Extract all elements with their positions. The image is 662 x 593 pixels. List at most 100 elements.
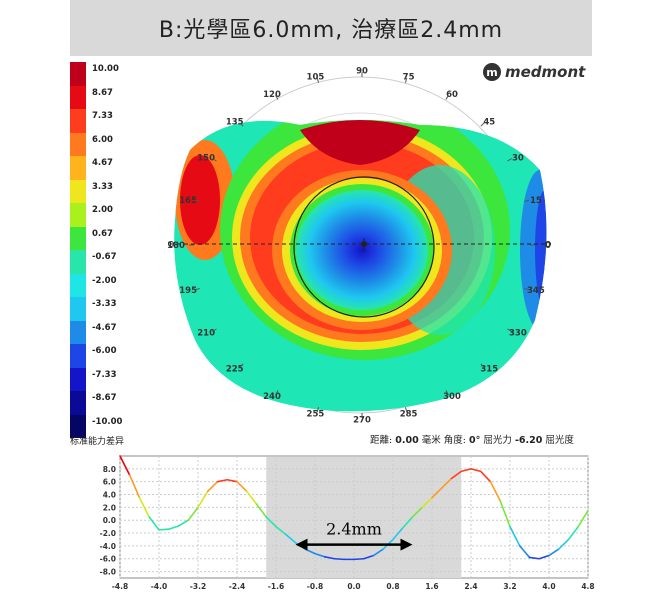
power-value: -6.20 <box>514 435 543 446</box>
profile-segment <box>538 554 550 560</box>
x-tick-label: -1.6 <box>268 582 284 591</box>
profile-segment <box>499 500 511 528</box>
legend-label: -6.00 <box>92 346 117 356</box>
angle-label: 105 <box>307 72 325 82</box>
angle-tick <box>480 363 485 368</box>
x-tick-label: 0.8 <box>386 582 399 591</box>
angle-label: 0 <box>545 241 551 251</box>
x-tick-label: 3.2 <box>503 582 516 591</box>
profile-segment <box>411 506 424 518</box>
profile-segment <box>460 468 472 473</box>
axis-end-left <box>168 241 174 247</box>
color-legend: 10.00 8.67 7.33 6.00 4.67 3.33 2.00 0.67 -0.67 -2… <box>70 62 130 438</box>
legend-entry: 3.33 <box>70 179 130 203</box>
profile-segment <box>148 516 160 531</box>
logo-mark-icon: m <box>483 63 501 81</box>
page-title: B:光學區6.0mm, 治療區2.4mm <box>70 0 592 56</box>
legend-entry: 6.00 <box>70 132 130 156</box>
legend-swatch <box>70 297 86 321</box>
legend-label: 8.67 <box>92 87 113 98</box>
profile-segment <box>206 480 219 493</box>
profile-segment <box>479 470 492 483</box>
angle-tick <box>524 199 530 203</box>
angle-label: 165 <box>179 196 197 206</box>
angle-tick <box>316 407 320 413</box>
legend-entry: -6.00 <box>70 344 130 368</box>
legend-label: -8.67 <box>92 393 117 403</box>
x-tick-label: -4.8 <box>112 582 128 591</box>
profile-segment <box>275 525 287 536</box>
angle-tick <box>239 122 244 127</box>
angle-label: 330 <box>509 328 527 338</box>
profile-segment <box>450 470 463 480</box>
x-tick-label: -2.4 <box>229 582 245 591</box>
legend-label: 2.00 <box>92 205 113 215</box>
angle-label: 210 <box>197 328 215 338</box>
angle-label: 315 <box>480 364 498 374</box>
angle-label: 75 <box>403 72 415 82</box>
profile-segment <box>226 478 238 483</box>
y-tick-label: -6.0 <box>100 555 116 564</box>
angle-tick <box>507 158 513 162</box>
y-tick-label: 6.0 <box>103 478 116 487</box>
axis-end-right <box>545 241 551 247</box>
profile-segment <box>245 490 258 505</box>
angle-label: 270 <box>353 416 371 426</box>
angle-tick <box>194 199 200 203</box>
profile-segment <box>236 480 248 493</box>
profile-segment <box>333 557 346 561</box>
profile-segment <box>353 557 365 561</box>
x-tick-label: -0.8 <box>307 582 323 591</box>
profile-segment <box>577 509 589 528</box>
angle-tick <box>275 390 279 396</box>
y-tick-label: -8.0 <box>100 568 116 577</box>
y-tick-label: 4.0 <box>103 491 116 500</box>
angle-label: 30 <box>512 154 524 164</box>
profile-segment <box>440 477 453 489</box>
angle-tick <box>524 287 530 291</box>
logo-text: medmont <box>505 63 586 81</box>
legend-entry: -4.67 <box>70 320 130 344</box>
y-tick-label: -4.0 <box>100 542 116 551</box>
angle-tick <box>507 328 513 332</box>
angle-label: 345 <box>527 286 545 296</box>
legend-label: -10.00 <box>92 416 123 427</box>
legend-swatch <box>70 367 86 391</box>
angle-labels: 0 15 30 45 60 75 90 105 120 135 150 165 180 195 210 225… <box>167 66 551 425</box>
y-tick-label: 8.0 <box>103 465 116 474</box>
legend-swatch <box>70 85 86 109</box>
legend-caption: 标准能力差异 <box>70 437 125 447</box>
angle-tick <box>239 363 244 368</box>
legend-label: -0.67 <box>92 252 117 262</box>
profile-segment <box>470 468 482 473</box>
angle-label: 15 <box>530 196 542 206</box>
legend-swatch <box>70 414 86 438</box>
medmont-logo: m medmont <box>483 62 585 82</box>
angle-tick <box>275 94 279 100</box>
legend-swatch <box>70 391 86 415</box>
legend-entry: 7.33 <box>70 109 130 133</box>
angle-label: 225 <box>226 364 244 374</box>
profile-segment <box>119 455 131 477</box>
profile-segment <box>255 503 268 518</box>
x-tick-label: -4.0 <box>151 582 167 591</box>
profile-segment <box>167 525 180 531</box>
profile-segment <box>187 506 199 522</box>
legend-entry: 10.00 <box>70 62 130 86</box>
profile-segment <box>489 480 502 502</box>
profile-segment <box>557 538 570 550</box>
angle-value: 0° <box>469 435 481 446</box>
profile-segment <box>567 525 580 541</box>
zone-outline <box>293 176 435 318</box>
profile-segment <box>392 527 404 541</box>
x-tick-label: 0.0 <box>347 582 360 591</box>
angle-tick <box>404 407 408 413</box>
profile-segment <box>138 496 151 518</box>
y-tick-label: 0.0 <box>103 516 116 525</box>
legend-swatch <box>70 203 86 227</box>
x-tick-label: 2.4 <box>464 582 477 591</box>
legend-swatch <box>70 250 86 274</box>
legend-label: -7.33 <box>92 369 117 380</box>
